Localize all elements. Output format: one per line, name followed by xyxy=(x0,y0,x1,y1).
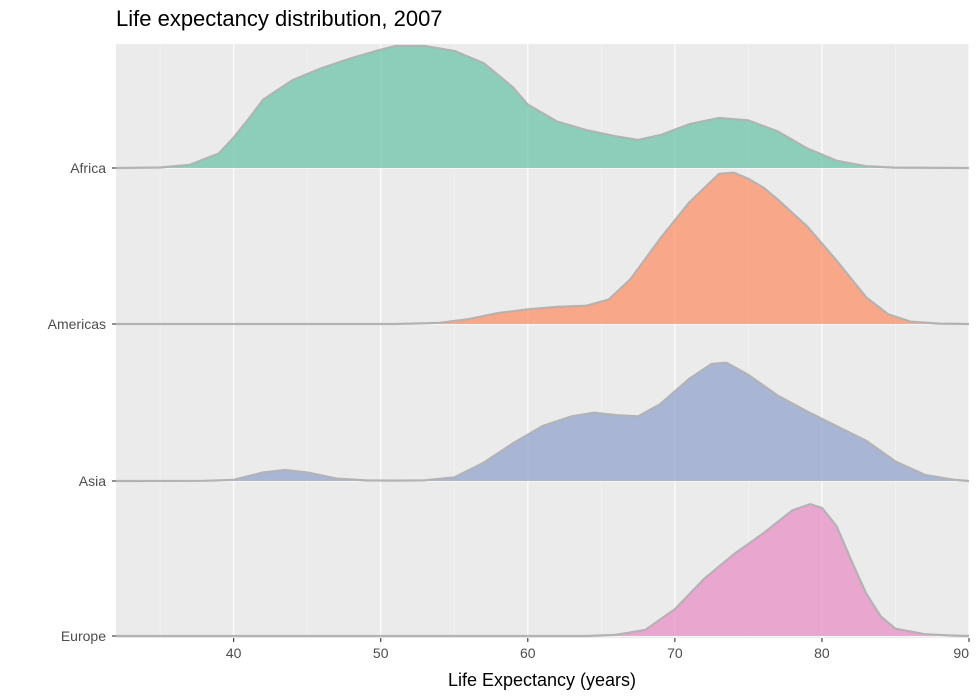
ridge-africa xyxy=(115,44,970,170)
axes: Africa Americas Asia Europe 40 50 60 70 80 90 xyxy=(48,160,970,661)
ridge-outline-asia xyxy=(115,361,970,483)
ridge-outline-africa xyxy=(115,44,970,170)
ridge-fill-americas xyxy=(116,172,969,324)
x-tick-label-90: 90 xyxy=(953,645,969,661)
ridges xyxy=(115,44,970,638)
ridge-americas xyxy=(116,171,970,326)
ridge-fill-europe xyxy=(116,504,969,636)
ridge-fill-asia xyxy=(116,362,969,481)
ridge-outline-americas xyxy=(116,171,970,326)
ridge-europe xyxy=(116,503,970,638)
x-tick-label-60: 60 xyxy=(520,645,536,661)
y-tick-label-asia: Asia xyxy=(79,473,106,489)
ridge-asia xyxy=(115,361,970,483)
y-tick-label-europe: Europe xyxy=(61,628,106,644)
x-tick-label-80: 80 xyxy=(814,645,830,661)
y-tick-label-africa: Africa xyxy=(70,160,106,176)
x-tick-label-50: 50 xyxy=(373,645,389,661)
ridge-fill-africa xyxy=(116,46,969,168)
x-tick-label-70: 70 xyxy=(667,645,683,661)
x-tick-label-40: 40 xyxy=(226,645,242,661)
x-axis-title: Life Expectancy (years) xyxy=(448,670,636,690)
chart-title: Life expectancy distribution, 2007 xyxy=(116,6,443,31)
ridge-outline-europe xyxy=(116,503,970,638)
y-tick-label-americas: Americas xyxy=(48,316,106,332)
